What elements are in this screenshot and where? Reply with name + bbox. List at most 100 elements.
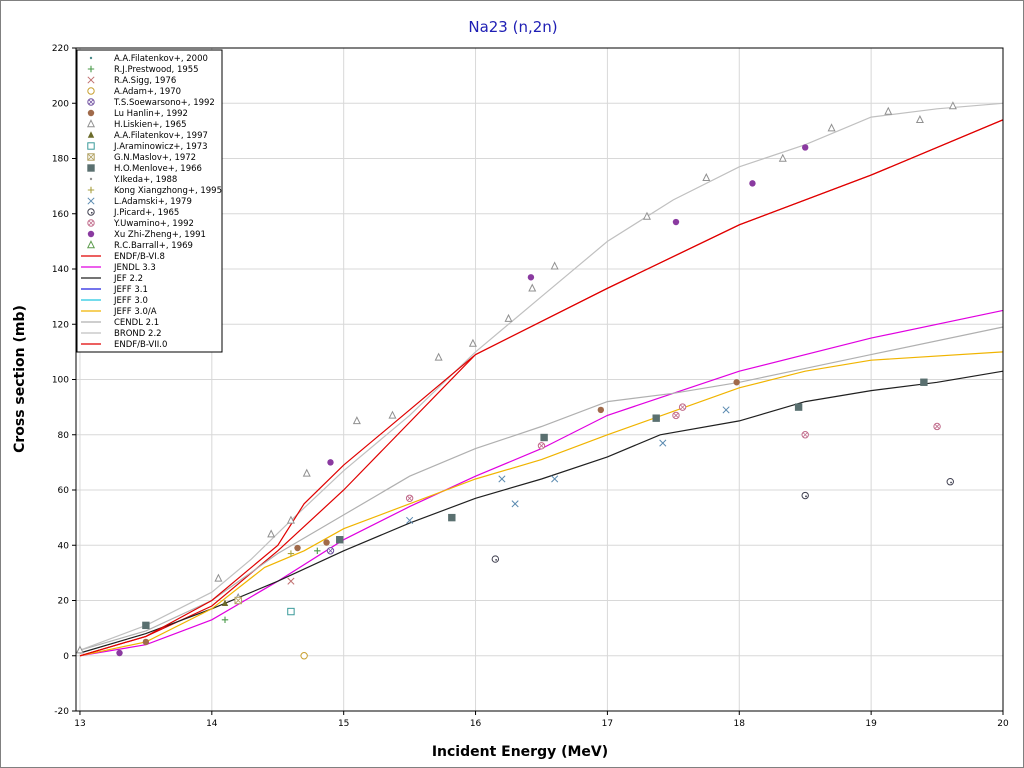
legend-marker	[87, 153, 95, 161]
data-point	[287, 550, 295, 557]
y-tick-label: 160	[52, 210, 69, 220]
data-point	[468, 338, 477, 347]
data-point	[802, 144, 809, 151]
legend-label: H.Liskien+, 1965	[114, 120, 187, 130]
data-point	[491, 555, 500, 563]
y-tick-label: -20	[54, 707, 69, 717]
legend-label: JEFF 3.1	[113, 285, 148, 295]
data-point	[722, 406, 730, 414]
legend-marker	[87, 76, 95, 84]
legend-marker	[87, 197, 95, 205]
y-tick-label: 140	[52, 265, 69, 275]
y-tick-label: 120	[52, 320, 69, 330]
legend-label: L.Adamski+, 1979	[114, 197, 192, 207]
data-point	[733, 379, 740, 386]
data-point	[794, 403, 803, 411]
data-point	[294, 544, 301, 552]
data-point	[528, 283, 537, 292]
data-point	[659, 439, 667, 447]
y-tick-label: 40	[58, 541, 70, 551]
legend-label: A.Adam+, 1970	[114, 87, 181, 97]
legend-label: R.C.Barrall+, 1969	[114, 241, 193, 251]
legend-label: Lu Hanlin+, 1992	[114, 109, 188, 119]
data-point	[448, 513, 456, 522]
legend-label: JEFF 3.0	[113, 296, 148, 306]
y-tick-label: 80	[58, 431, 70, 441]
data-point	[642, 211, 651, 220]
legend-label: R.J.Prestwood, 1955	[114, 65, 199, 75]
legend-label: H.O.Menlove+, 1966	[114, 164, 202, 174]
data-point	[142, 621, 150, 630]
legend-marker	[89, 177, 93, 181]
x-tick-label: 15	[338, 719, 349, 729]
y-tick-label: 0	[63, 652, 69, 662]
legend-label: Kong Xiangzhong+, 1995	[114, 186, 222, 196]
legend-label: A.A.Filatenkov+, 1997	[114, 131, 208, 141]
data-point	[678, 403, 687, 411]
legend-label: BROND 2.2	[114, 329, 162, 339]
y-tick-label: 20	[58, 597, 70, 607]
data-point	[946, 478, 954, 486]
data-point	[221, 616, 229, 624]
legend-label: A.A.Filatenkov+, 2000	[114, 54, 208, 64]
legend-marker	[87, 65, 95, 73]
y-tick-label: 200	[52, 99, 69, 109]
y-tick-label: 100	[52, 376, 69, 386]
data-point	[511, 500, 519, 508]
series-lines	[79, 102, 1004, 657]
series-line	[79, 351, 1004, 657]
x-axis-label: Incident Energy (MeV)	[432, 744, 608, 760]
data-point	[116, 649, 123, 657]
data-point	[801, 431, 809, 439]
data-point	[302, 468, 311, 477]
data-point	[327, 459, 334, 466]
legend-label: Xu Zhi-Zheng+, 1991	[114, 230, 206, 240]
data-point	[234, 596, 242, 605]
x-tick-label: 17	[602, 719, 613, 729]
data-point	[326, 547, 335, 555]
data-point	[933, 422, 941, 431]
legend-label: R.A.Sigg, 1976	[114, 76, 176, 86]
series-line	[79, 370, 1004, 654]
data-point	[267, 529, 276, 538]
data-point	[527, 274, 535, 281]
data-point	[672, 411, 680, 420]
x-tick-label: 18	[734, 719, 746, 729]
data-point	[314, 547, 321, 554]
x-tick-label: 20	[997, 719, 1009, 729]
data-point	[537, 442, 546, 450]
data-point	[498, 475, 506, 483]
data-point	[884, 106, 893, 115]
data-point	[915, 115, 924, 124]
legend-marker	[87, 164, 95, 172]
data-point	[286, 515, 295, 524]
series-line	[79, 102, 1004, 651]
legend-label: J.Picard+, 1965	[113, 208, 179, 218]
y-axis-label: Cross section (mb)	[12, 305, 28, 453]
y-tick-label: 180	[52, 155, 69, 165]
legend-label: ENDF/B-VI.8	[114, 252, 165, 262]
legend-marker	[87, 230, 95, 238]
data-point	[652, 414, 660, 422]
data-point	[597, 406, 605, 414]
legend-label: Y.Uwamino+, 1992	[113, 219, 194, 229]
data-points	[75, 101, 957, 660]
legend-marker	[87, 142, 95, 150]
data-point	[504, 313, 513, 322]
x-tick-label: 13	[74, 719, 85, 729]
data-point	[388, 410, 397, 419]
legend-marker	[89, 56, 93, 60]
data-point	[352, 416, 361, 425]
data-point	[672, 218, 680, 226]
legend-marker	[87, 219, 95, 227]
data-point	[434, 352, 443, 361]
legend-label: T.S.Soewarsono+, 1992	[113, 98, 215, 108]
x-tick-label: 19	[865, 719, 877, 729]
legend-marker	[86, 119, 96, 128]
legend-label: JENDL 3.3	[113, 263, 156, 273]
legend-marker	[87, 87, 95, 95]
series-line	[79, 326, 1004, 651]
chart-title: Na23 (n,2n)	[468, 18, 557, 36]
data-point	[300, 652, 308, 660]
